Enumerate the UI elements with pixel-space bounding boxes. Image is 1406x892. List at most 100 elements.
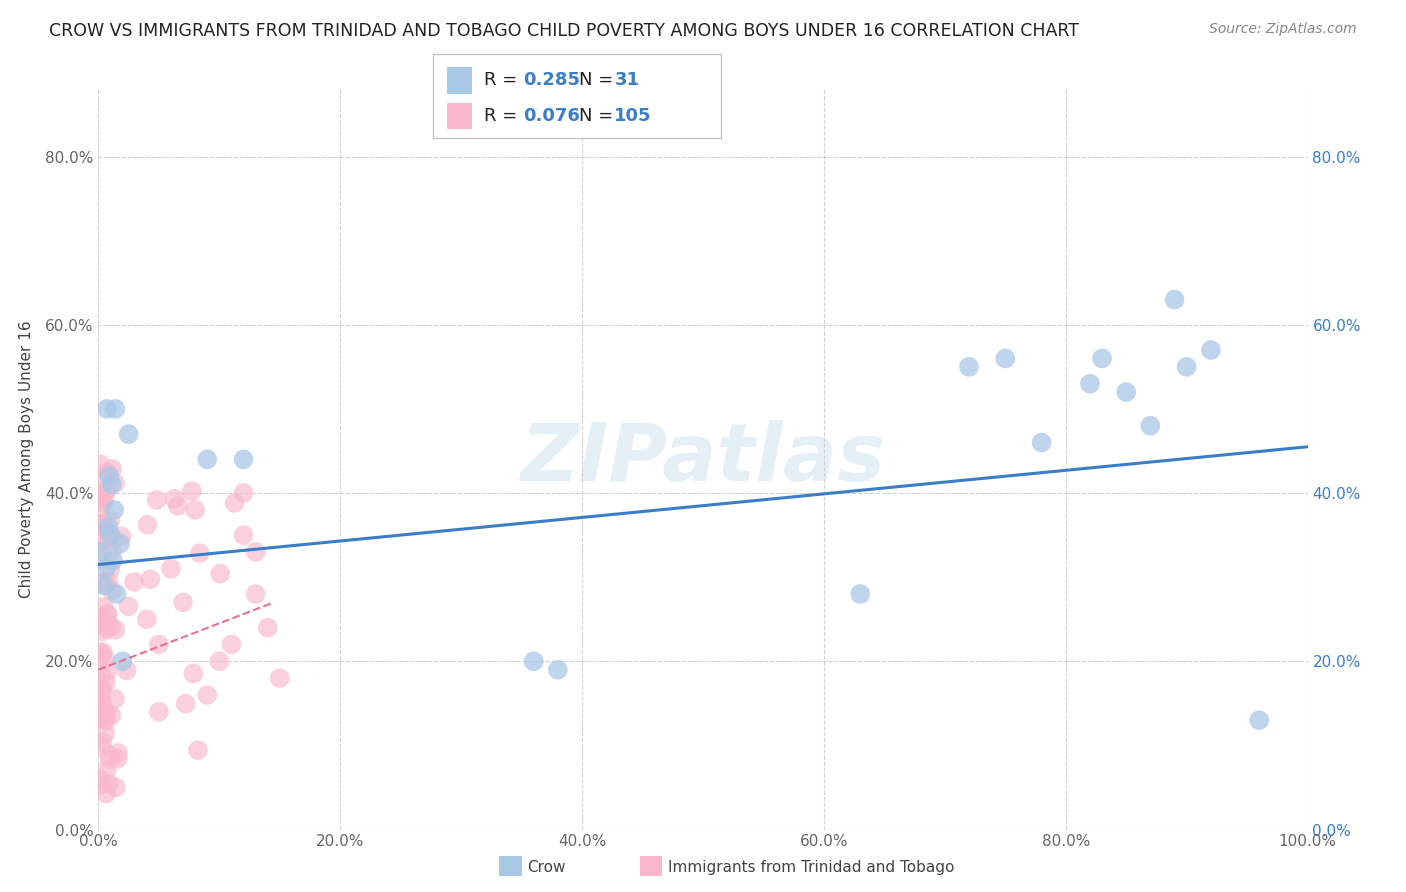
Point — [98, 529, 121, 543]
Point — [221, 637, 243, 651]
Point — [89, 552, 111, 566]
Point — [89, 645, 111, 659]
Point — [139, 572, 162, 586]
Point — [91, 495, 114, 509]
Point — [89, 681, 111, 696]
Point — [1091, 351, 1114, 366]
Point — [1163, 293, 1185, 307]
Point — [172, 595, 194, 609]
Point — [105, 587, 128, 601]
Point — [91, 695, 114, 709]
Point — [957, 359, 980, 374]
Text: 105: 105 — [614, 107, 652, 125]
Point — [245, 587, 267, 601]
Point — [91, 624, 114, 639]
Point — [107, 746, 129, 760]
Point — [104, 691, 127, 706]
Point — [136, 517, 159, 532]
Point — [90, 683, 112, 698]
Point — [1139, 418, 1161, 433]
Point — [96, 607, 118, 622]
Point — [232, 486, 254, 500]
Point — [547, 663, 569, 677]
Point — [103, 503, 125, 517]
Point — [98, 753, 121, 767]
Point — [97, 607, 120, 622]
Point — [98, 469, 121, 483]
Point — [1031, 435, 1053, 450]
Point — [145, 492, 167, 507]
Point — [91, 648, 114, 663]
Point — [122, 574, 145, 589]
Point — [110, 529, 132, 543]
Point — [89, 534, 111, 549]
Point — [269, 671, 291, 685]
Point — [91, 516, 114, 531]
Text: Source: ZipAtlas.com: Source: ZipAtlas.com — [1209, 22, 1357, 37]
Point — [90, 740, 112, 755]
Point — [224, 496, 246, 510]
Point — [89, 457, 111, 471]
Point — [101, 553, 124, 567]
Point — [89, 772, 111, 786]
Point — [181, 666, 204, 681]
Point — [180, 484, 202, 499]
Point — [107, 752, 129, 766]
Point — [89, 691, 111, 706]
Point — [1175, 359, 1198, 374]
Text: N =: N = — [579, 107, 619, 125]
Point — [93, 578, 115, 592]
Point — [94, 575, 117, 590]
Point — [96, 483, 118, 498]
Point — [184, 503, 207, 517]
Point — [93, 472, 115, 486]
Point — [89, 518, 111, 533]
Point — [94, 726, 117, 740]
Point — [97, 776, 120, 790]
Point — [187, 743, 209, 757]
Point — [100, 544, 122, 558]
Text: 0.285: 0.285 — [523, 71, 581, 89]
Point — [245, 545, 267, 559]
Point — [90, 688, 112, 702]
Point — [1199, 343, 1222, 357]
Point — [256, 621, 278, 635]
Point — [849, 587, 872, 601]
Point — [97, 574, 120, 589]
Point — [104, 401, 127, 416]
Point — [100, 528, 122, 542]
Point — [98, 748, 121, 763]
Text: CROW VS IMMIGRANTS FROM TRINIDAD AND TOBAGO CHILD POVERTY AMONG BOYS UNDER 16 CO: CROW VS IMMIGRANTS FROM TRINIDAD AND TOB… — [49, 22, 1080, 40]
Point — [96, 665, 118, 680]
Text: N =: N = — [579, 71, 619, 89]
Point — [94, 562, 117, 576]
Point — [209, 566, 232, 581]
Point — [111, 654, 134, 668]
Point — [94, 650, 117, 665]
Point — [90, 617, 112, 632]
Text: Crow: Crow — [527, 860, 565, 874]
Point — [89, 576, 111, 591]
Point — [103, 533, 125, 547]
Point — [96, 763, 118, 777]
Point — [195, 452, 218, 467]
Point — [96, 705, 118, 719]
Text: R =: R = — [484, 71, 523, 89]
Point — [523, 654, 546, 668]
Point — [232, 528, 254, 542]
Point — [91, 487, 114, 501]
Point — [91, 645, 114, 659]
Point — [89, 517, 111, 532]
Point — [117, 599, 139, 614]
Point — [91, 680, 114, 694]
Point — [93, 600, 115, 615]
Point — [93, 712, 115, 726]
Point — [96, 622, 118, 636]
Y-axis label: Child Poverty Among Boys Under 16: Child Poverty Among Boys Under 16 — [18, 320, 34, 599]
Point — [208, 654, 231, 668]
Point — [90, 500, 112, 514]
Point — [90, 666, 112, 681]
Point — [104, 623, 127, 637]
Point — [101, 583, 124, 598]
Point — [1249, 713, 1271, 727]
